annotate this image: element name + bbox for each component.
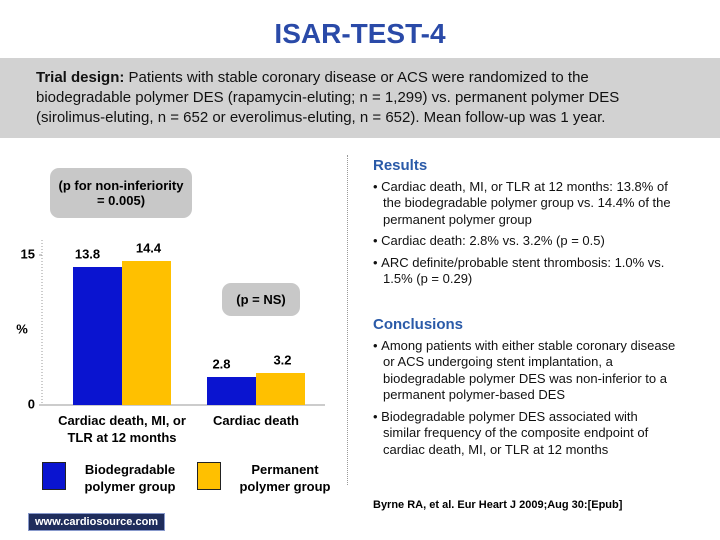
conclusions-list: Among patients with either stable corona…	[373, 338, 678, 459]
bullet-item: Biodegradable polymer DES associated wit…	[373, 409, 678, 459]
results-heading: Results	[373, 157, 428, 174]
bullet-item: Among patients with either stable corona…	[373, 338, 678, 404]
bar	[122, 261, 171, 405]
value-label: 2.8	[212, 356, 230, 371]
legend-label: Permanent polymer group	[239, 462, 331, 494]
divider	[347, 155, 348, 485]
y-tick-label: 0	[28, 396, 35, 411]
x-tick-label: Cardiac death	[213, 413, 299, 428]
conclusions-heading: Conclusions	[373, 316, 464, 333]
reference: Byrne RA, et al. Eur Heart J 2009;Aug 30…	[373, 499, 623, 511]
slide-title: ISAR-TEST-4	[274, 18, 446, 49]
legend-swatch	[42, 462, 66, 490]
value-label: 13.8	[75, 246, 100, 261]
legend-swatch	[197, 462, 221, 490]
x-tick-label: Cardiac death, MI, or TLR at 12 months	[58, 413, 186, 445]
bar	[73, 267, 122, 405]
results-list: Cardiac death, MI, or TLR at 12 months: …	[373, 179, 678, 288]
footer-logo: www.cardiosource.com	[28, 513, 166, 531]
value-label: 3.2	[273, 352, 291, 367]
results: Results Cardiac death, MI, or TLR at 12 …	[373, 157, 678, 293]
annotation: (p = NS)	[222, 283, 300, 316]
trial-design: Trial design: Patients with stable coron…	[0, 58, 720, 138]
y-axis-label: %	[16, 321, 28, 336]
bullet-item: ARC definite/probable stent thrombosis: …	[373, 255, 678, 288]
bullet-item: Cardiac death: 2.8% vs. 3.2% (p = 0.5)	[373, 233, 678, 250]
bullet-item: Cardiac death, MI, or TLR at 12 months: …	[373, 179, 678, 229]
conclusions: Conclusions Among patients with either s…	[373, 316, 678, 463]
annotation: (p for non-inferiority = 0.005)	[50, 168, 192, 218]
y-tick-label: 15	[21, 246, 35, 261]
design-label: Trial design:	[36, 69, 125, 86]
design-text: Patients with stable coronary disease or…	[36, 69, 620, 126]
bar	[207, 377, 256, 405]
chart: 0 15% 13.8 14.4 2.8 3.2	[16, 240, 325, 411]
value-label: 14.4	[136, 240, 162, 255]
bar	[256, 373, 305, 405]
legend-label: Biodegradable polymer group	[84, 462, 176, 494]
